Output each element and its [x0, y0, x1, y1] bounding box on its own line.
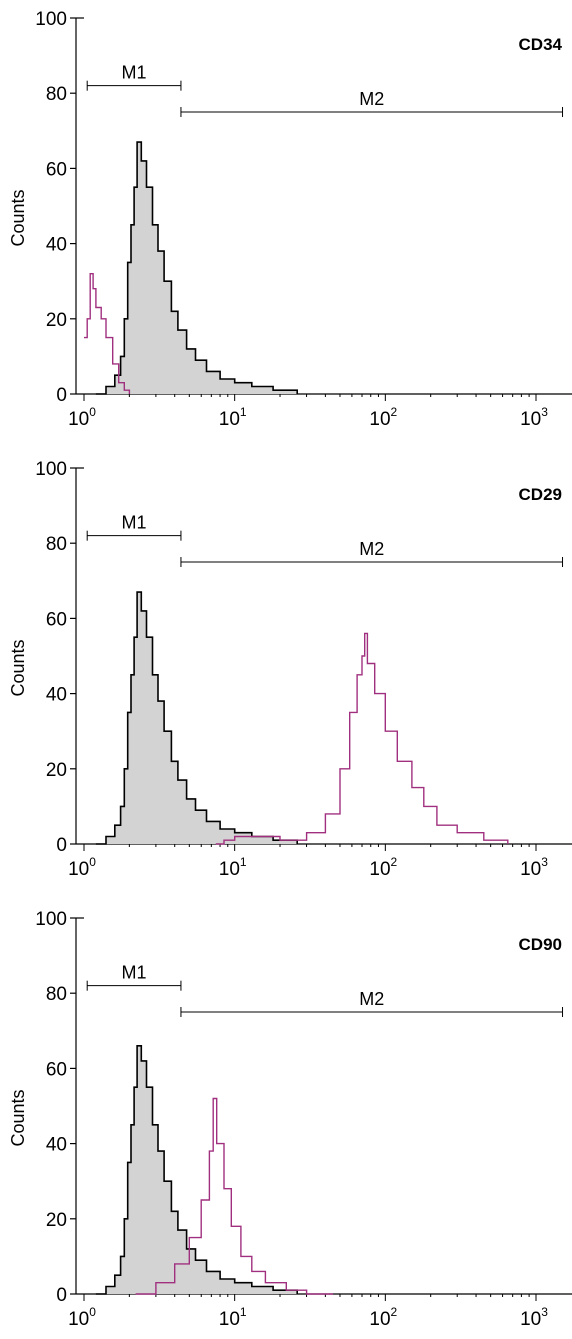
y-tick-label: 100: [35, 909, 67, 930]
y-tick-label: 20: [46, 310, 67, 331]
histogram-panel-cd34: 0 20 40 60 80 100 Counts 100 101 102 103 CD34 M1 M2: [8, 9, 572, 430]
y-tick-label: 20: [46, 1210, 67, 1231]
histogram-panel-cd29: 0 20 40 60 80 100 Counts 100 101 102 103 CD29 M1 M2: [8, 459, 572, 880]
x-tick-label: 103: [520, 405, 548, 430]
marker-label: M1: [122, 63, 147, 83]
marker-m2: M2: [180, 989, 564, 1017]
histogram-line-control-filled: [95, 141, 298, 395]
y-tick-label: 40: [46, 1135, 67, 1156]
x-tick-label: 101: [219, 855, 247, 880]
marker-m2: M2: [180, 539, 564, 567]
y-tick-label: 20: [46, 760, 67, 781]
y-tick-label: 60: [46, 159, 67, 180]
x-tick-label: 103: [520, 1305, 548, 1330]
y-tick-label: 100: [35, 9, 67, 30]
histogram-fill-control-filled: [95, 592, 298, 844]
histogram-panel-cd90: 0 20 40 60 80 100 Counts 100 101 102 103 CD90 M1 M2: [8, 909, 572, 1330]
y-axis-label: Counts: [8, 189, 28, 246]
marker-m1: M1: [86, 63, 182, 91]
y-tick-label: 0: [56, 835, 67, 856]
y-axis-label: Counts: [8, 1089, 28, 1146]
y-tick-label: 80: [46, 84, 67, 105]
marker-m2: M2: [180, 89, 564, 117]
histogram-line-antibody: [84, 273, 131, 394]
y-tick-label: 0: [56, 385, 67, 406]
panel-label: CD29: [519, 485, 562, 504]
y-tick-label: 80: [46, 534, 67, 555]
x-tick-label: 102: [369, 1305, 397, 1330]
marker-label: M2: [359, 989, 384, 1009]
marker-label: M2: [359, 539, 384, 559]
y-tick-label: 40: [46, 685, 67, 706]
x-tick-label: 102: [369, 855, 397, 880]
histogram-fill-control-filled: [95, 142, 298, 394]
histogram-line-antibody: [215, 632, 509, 845]
y-tick-label: 40: [46, 235, 67, 256]
y-tick-label: 60: [46, 609, 67, 630]
x-tick-label: 101: [219, 1305, 247, 1330]
x-tick-label: 100: [68, 405, 96, 430]
x-tick-label: 100: [68, 855, 96, 880]
x-tick-label: 100: [68, 1305, 96, 1330]
marker-m1: M1: [86, 963, 182, 991]
x-tick-label: 102: [369, 405, 397, 430]
histogram-line-antibody: [135, 1097, 334, 1295]
marker-label: M1: [122, 513, 147, 533]
histogram-fill-control-filled: [95, 1045, 298, 1294]
y-tick-label: 60: [46, 1059, 67, 1080]
x-tick-label: 103: [520, 855, 548, 880]
panel-label: CD34: [519, 35, 563, 54]
y-tick-label: 0: [56, 1285, 67, 1306]
histogram-line-control-filled: [95, 591, 298, 845]
histogram-line-control-filled: [95, 1045, 298, 1295]
y-axis-label: Counts: [8, 639, 28, 696]
marker-m1: M1: [86, 513, 182, 541]
y-tick-label: 100: [35, 459, 67, 480]
y-tick-label: 80: [46, 984, 67, 1005]
marker-label: M2: [359, 89, 384, 109]
marker-label: M1: [122, 963, 147, 983]
panel-label: CD90: [519, 935, 562, 954]
x-tick-label: 101: [219, 405, 247, 430]
